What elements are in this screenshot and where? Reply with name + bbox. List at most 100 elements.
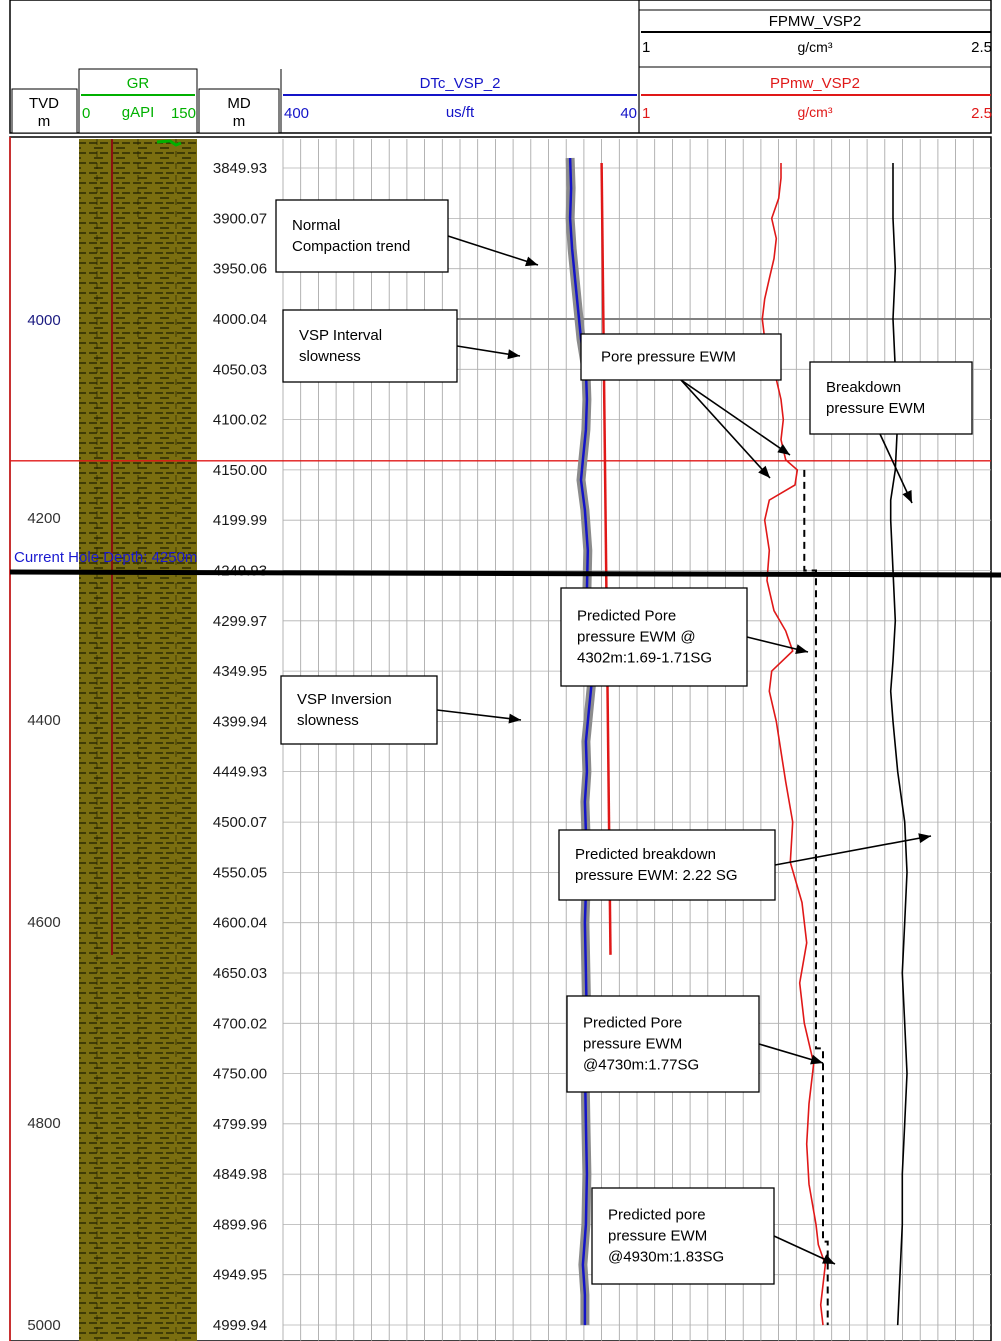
callout-text-line: VSP Inversion (297, 691, 392, 708)
md-tick-label: 4700.02 (213, 1015, 267, 1032)
md-tick-label: 4849.98 (213, 1166, 267, 1183)
callout-box (558, 829, 776, 901)
callout-arrowhead (507, 349, 520, 360)
md-tick-label: 4750.00 (213, 1066, 267, 1083)
tvd-tick-label: 5000 (27, 1317, 60, 1334)
tvd-tick-label: 4800 (27, 1115, 60, 1132)
md-tick-label: 4949.95 (213, 1267, 267, 1284)
callout-normal-compaction: Normal Compaction trend (275, 199, 539, 273)
dtc-min: 400 (284, 105, 309, 122)
md-tick-label: 3900.07 (213, 210, 267, 227)
callout-text-line: pressure EWM: 2.22 SG (575, 867, 738, 884)
gr-curve-top (156, 139, 182, 147)
callout-pred-pore-4302: Predicted Pore pressure EWM @ 4302m:1.69-1… (560, 587, 809, 687)
md-tick-label: 4399.94 (213, 713, 267, 730)
tvd-unit: m (38, 113, 51, 130)
ppmw-unit: g/cm³ (798, 104, 833, 120)
callout-arrowhead (810, 1054, 823, 1065)
md-title: MD (227, 95, 250, 112)
md-unit: m (233, 113, 246, 130)
callout-text-line: Predicted breakdown (575, 846, 716, 863)
fpmw-unit: g/cm³ (798, 39, 833, 55)
callout-text-line: pressure EWM (608, 1228, 707, 1245)
callout-text-line: @4930m:1.83SG (608, 1249, 724, 1266)
callout-text-line: pressure EWM @ (577, 629, 696, 646)
callout-text-line: slowness (297, 712, 359, 729)
tvd-tick-label: 4400 (27, 712, 60, 729)
dtc-max: 40 (620, 105, 637, 122)
current-hole-depth-label: Current Hole Depth: 4250m (14, 549, 197, 566)
callout-text-line: slowness (299, 348, 361, 365)
md-tick-label: 4050.03 (213, 361, 267, 378)
gr-title: GR (127, 75, 150, 92)
current-hole-marker: Current Hole Depth: 4250m (9, 549, 1001, 578)
dtc-unit: us/ft (446, 104, 475, 121)
callout-arrowhead (777, 444, 790, 455)
callout-box (280, 675, 438, 745)
md-tick-label: 4500.07 (213, 814, 267, 831)
callout-box (566, 995, 760, 1093)
callout-text-line: Breakdown (826, 379, 901, 396)
callout-arrow (879, 433, 913, 504)
callout-pred-pore-4930: Predicted pore pressure EWM @4930m:1.83SG (591, 1187, 836, 1285)
callout-arrowhead (822, 1254, 835, 1264)
callout-arrow (680, 379, 791, 456)
callout-arrowhead (525, 256, 538, 267)
callout-text-line: Predicted pore (608, 1207, 706, 1224)
callout-arrow (774, 835, 932, 866)
predicted-pore-pressure-line (803, 469, 829, 1326)
gr-unit: gAPI (122, 104, 155, 121)
callout-text-line: Predicted Pore (577, 608, 676, 625)
callout-arrow (447, 235, 539, 266)
log-header: FPMW_VSP2 1 g/cm³ 2.5 PPmw_VSP2 1 g/cm³ … (9, 0, 992, 134)
ppmw-min: 1 (642, 105, 650, 122)
callout-box (580, 333, 782, 381)
callout-text-line: @4730m:1.77SG (583, 1057, 699, 1074)
callout-box (560, 587, 748, 687)
callout-arrow (680, 379, 771, 479)
callout-pred-breakdown: Predicted breakdown pressure EWM: 2.22 SG (558, 829, 932, 901)
ppmw-vsp2-curve (761, 163, 827, 1326)
callout-text-line: pressure EWM (583, 1036, 682, 1053)
callout-text-line: Normal (292, 217, 340, 234)
md-tick-label: 3849.93 (213, 160, 267, 177)
md-tick-label: 4799.99 (213, 1116, 267, 1133)
callout-text-line: Compaction trend (292, 238, 410, 255)
md-tick-label: 4349.95 (213, 663, 267, 680)
ppmw-title: PPmw_VSP2 (770, 75, 860, 92)
callout-arrowhead (918, 833, 931, 844)
md-tick-label: 4150.00 (213, 462, 267, 479)
tvd-title: TVD (29, 95, 59, 112)
fpmw-title: FPMW_VSP2 (769, 13, 862, 30)
md-tick-label: 4199.99 (213, 512, 267, 529)
md-tick-label: 4899.96 (213, 1216, 267, 1233)
callout-vsp-inversion: VSP Inversion slowness (280, 675, 522, 745)
callout-arrow (436, 709, 522, 721)
callout-box (282, 309, 458, 383)
callout-text-line: Predicted Pore (583, 1015, 682, 1032)
callout-arrowhead (795, 644, 808, 654)
callout-breakdown-pressure: Breakdown pressure EWM (809, 361, 973, 504)
dtc-title: DTc_VSP_2 (420, 75, 501, 92)
md-tick-label: 4999.94 (213, 1317, 267, 1334)
callouts: Normal Compaction trend VSP Interval slowne… (275, 199, 973, 1285)
gr-min: 0 (82, 105, 90, 122)
callout-box (275, 199, 449, 273)
md-axis: 3849.93 3900.07 3950.06 4000.04 4050.03 4100.… (213, 160, 267, 1334)
md-tick-label: 4100.02 (213, 412, 267, 429)
md-tick-label: 4299.97 (213, 613, 267, 630)
md-tick-label: 4449.93 (213, 764, 267, 781)
gr-max: 150 (171, 105, 196, 122)
callout-text-line: 4302m:1.69-1.71SG (577, 650, 712, 667)
tvd-axis: 4000 4200 4400 4600 4800 5000 (27, 312, 60, 1334)
tvd-tick-label: 4000 (27, 312, 60, 329)
callout-text-line: Pore pressure EWM (601, 349, 736, 366)
callout-vsp-interval: VSP Interval slowness (282, 309, 521, 383)
md-tick-label: 4000.04 (213, 311, 267, 328)
md-tick-label: 4650.03 (213, 965, 267, 982)
fpmw-max: 2.5 (971, 39, 992, 56)
md-tick-label: 4550.05 (213, 864, 267, 881)
callout-box (591, 1187, 775, 1285)
callout-arrowhead (508, 713, 521, 724)
